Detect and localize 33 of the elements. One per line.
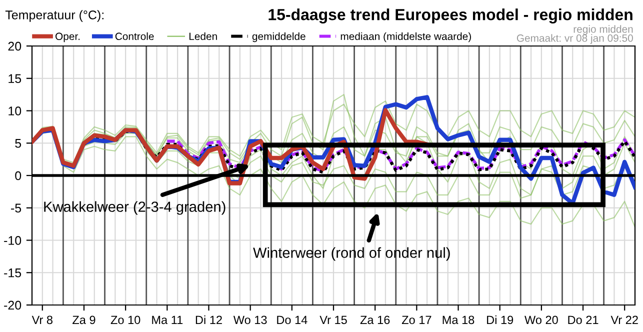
x-tick-label: Di 19 <box>487 315 514 324</box>
x-tick-label: Ma 11 <box>152 316 183 324</box>
y-tick-label: -10 <box>4 236 22 245</box>
y-tick-label: -20 <box>4 300 22 310</box>
y-tick-label: 20 <box>8 42 22 51</box>
x-tick-label: Do 14 <box>277 316 308 324</box>
y-tick-label: -15 <box>4 268 22 278</box>
x-tick-label: Zo 17 <box>402 316 432 324</box>
x-tick-label: Vr 15 <box>320 316 347 324</box>
text: Gemaakt: vr 08 jan 09:50 <box>516 34 633 44</box>
x-tick-label: Wo 13 <box>233 316 267 324</box>
x-tick-label: Zo 10 <box>110 316 140 324</box>
chart-title: 15-daagse trend Europees model - regio midden <box>268 8 632 24</box>
y-tick-label: 15 <box>8 74 22 84</box>
legend-label: mediaan (middelste waarde) <box>340 32 471 42</box>
y-tick-label: 10 <box>8 106 22 116</box>
x-tick-label: Za 16 <box>360 316 390 324</box>
x-tick-label: Vr 8 <box>32 316 52 324</box>
legend-label: Leden <box>189 32 217 40</box>
legend-label: Controle <box>115 32 154 40</box>
x-tick-label: Vr 22 <box>610 316 638 324</box>
x-tick-label: Wo 20 <box>524 316 558 324</box>
y-tick-label: -5 <box>11 204 22 213</box>
text: regio midden <box>574 25 633 35</box>
x-tick-label: Ma 18 <box>442 316 474 324</box>
x-tick-label: Do 21 <box>568 316 598 324</box>
x-tick-label: Za 9 <box>72 316 96 324</box>
legend-label: Oper. <box>56 32 80 42</box>
y-tick-label: 5 <box>15 139 22 148</box>
y-axis-title: Temperatuur (°C): <box>5 10 104 22</box>
y-tick-label: 0 <box>15 171 22 180</box>
x-tick-label: Di 12 <box>196 315 222 324</box>
legend-label: gemiddelde <box>252 32 306 42</box>
